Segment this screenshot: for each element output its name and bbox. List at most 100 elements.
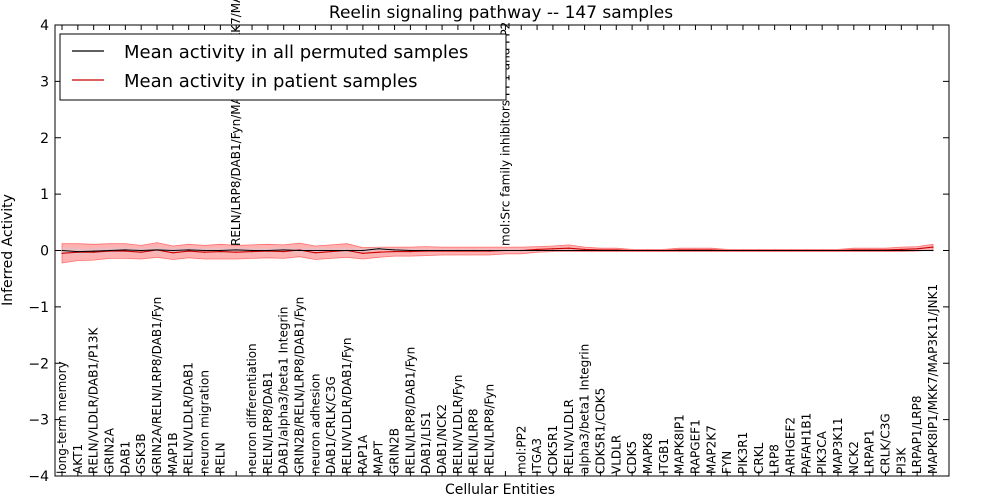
patient-line-point-21: [393, 251, 396, 253]
permuted-line-point-32: [568, 249, 570, 252]
permuted-line-point-50: [853, 249, 855, 252]
patient-line-point-4: [124, 250, 126, 252]
patient-line-point-31: [552, 248, 554, 250]
y-tick-label-4: 0: [40, 244, 49, 260]
category-label-6: GRIN2A/RELN/LRP8/DAB1/Fyn: [150, 297, 164, 474]
patient-line-point-0: [61, 252, 63, 254]
permuted-line-point-8: [188, 249, 190, 251]
category-labels: long-term memory AKT1 RELN/VLDLR/DAB1/P13K…: [55, 0, 940, 474]
category-label-14: DAB1/alpha3/beta1 Integrin: [277, 307, 291, 474]
permuted-line-point-44: [758, 249, 760, 252]
permuted-line-point-5: [140, 249, 142, 252]
category-label-4: DAB1: [118, 441, 132, 474]
category-label-24: DAB1/NCK2: [435, 404, 449, 474]
permuted-line-point-49: [837, 249, 839, 252]
category-label-49: MAP3K11: [831, 417, 845, 474]
permuted-line-point-13: [267, 249, 269, 252]
permuted-line: [61, 248, 933, 253]
permuted-line-point-17: [330, 249, 332, 252]
category-label-19: RAP1A: [356, 434, 370, 474]
category-label-10: RELN: [213, 442, 227, 474]
patient-line-point-53: [900, 248, 902, 250]
category-label-52: CRLK/C3G: [879, 413, 893, 474]
permuted-line-point-18: [346, 249, 348, 252]
patient-line-point-19: [362, 252, 364, 254]
legend: Mean activity in all permuted samples Me…: [59, 33, 507, 101]
patient-line-point-10: [219, 251, 221, 253]
category-label-40: RAPGEF1: [689, 419, 703, 474]
legend-label-permuted: Mean activity in all permuted samples: [124, 42, 468, 63]
patient-line-point-33: [584, 248, 586, 250]
permuted-line-point-45: [774, 249, 776, 252]
category-label-23: DAB1/LIS1: [419, 411, 433, 474]
category-label-9: neuron migration: [198, 370, 212, 474]
permuted-line-point-27: [488, 249, 491, 252]
category-label-0: long-term memory: [55, 361, 69, 474]
legend-box: [59, 33, 507, 101]
patient-line-point-12: [251, 251, 253, 253]
permuted-line-point-21: [393, 249, 396, 251]
category-label-20: MAPT: [372, 440, 386, 474]
permuted-line-point-14: [283, 249, 285, 251]
patient-line-point-11: [235, 251, 237, 253]
category-label-39: MAPK8IP1: [673, 414, 687, 474]
patient-line-point-2: [93, 251, 95, 253]
y-axis: 4 3 2 1 0 −1 −2 −3 −4: [28, 18, 949, 485]
category-label-1: AKT1: [71, 444, 85, 474]
category-label-37: MAPK8: [641, 433, 655, 474]
permuted-line-point-25: [457, 249, 459, 252]
category-label-50: NCK2: [847, 441, 861, 474]
y-tick-label-2: 2: [40, 131, 49, 147]
category-label-21: GRIN2B: [388, 428, 402, 474]
category-label-29: mol:PP2: [514, 425, 528, 474]
permuted-line-point-3: [108, 249, 111, 252]
permuted-line-point-30: [536, 249, 538, 252]
category-label-45: LRP8: [768, 444, 782, 474]
permuted-line-point-26: [473, 249, 475, 252]
y-tick-label-0: 4: [40, 18, 49, 34]
category-label-51: LRPAP1: [863, 429, 877, 474]
series-lines: [61, 246, 934, 254]
permuted-line-point-6: [156, 249, 158, 251]
permuted-line-point-0: [61, 249, 63, 252]
category-label-32: RELN/VLDLR: [562, 399, 576, 474]
category-label-2: RELN/VLDLR/DAB1/P13K: [87, 327, 101, 474]
permuted-line-point-7: [172, 249, 174, 252]
category-label-43: PIK3R1: [736, 432, 750, 474]
permuted-line-point-51: [869, 249, 871, 252]
category-label-3: GRIN2A: [103, 427, 117, 474]
permuted-line-point-4: [124, 249, 126, 251]
category-label-17: DAB1/CRLK/C3G: [324, 376, 338, 474]
patient-line-point-7: [172, 252, 174, 254]
category-label-54: LRPAP1/LRP8: [910, 395, 924, 474]
category-label-12: neuron differentiation: [245, 343, 259, 474]
y-axis-label: Inferred Activity: [0, 194, 16, 306]
chart-title: Reelin signaling pathway -- 147 samples: [329, 3, 673, 23]
permuted-line-point-2: [93, 250, 95, 252]
category-label-35: VLDLR: [609, 435, 623, 474]
permuted-line-point-41: [710, 249, 712, 252]
patient-line-point-8: [188, 250, 190, 252]
category-label-53: PI3K: [894, 447, 908, 474]
category-label-5: GSK3B: [134, 433, 148, 474]
patient-line-point-55: [932, 246, 934, 248]
category-label-55: MAPK8IP1/MKK7/MAP3K11/JNK1: [926, 284, 940, 474]
patient-line-point-22: [409, 251, 411, 253]
permuted-line-point-9: [203, 249, 206, 252]
category-label-7: MAP1B: [166, 432, 180, 474]
permuted-line-point-46: [789, 249, 792, 252]
permuted-line-point-52: [884, 249, 887, 252]
category-label-22: RELN/LRP8/DAB1/Fyn: [403, 347, 417, 474]
permuted-line-point-22: [409, 249, 411, 252]
permuted-line-point-11: [235, 249, 237, 251]
category-label-47: PAFAH1B1: [799, 413, 813, 474]
category-label-33: alpha3/beta1 Integrin: [578, 344, 592, 474]
patient-line-point-54: [916, 248, 918, 250]
permuted-line-point-38: [663, 249, 665, 252]
y-tick-label-3: 1: [40, 187, 49, 203]
permuted-line-point-39: [679, 249, 681, 252]
patient-line-point-14: [283, 251, 285, 253]
permuted-line-point-23: [425, 249, 427, 252]
legend-label-patient: Mean activity in patient samples: [124, 71, 418, 92]
permuted-line-point-28: [504, 249, 507, 252]
